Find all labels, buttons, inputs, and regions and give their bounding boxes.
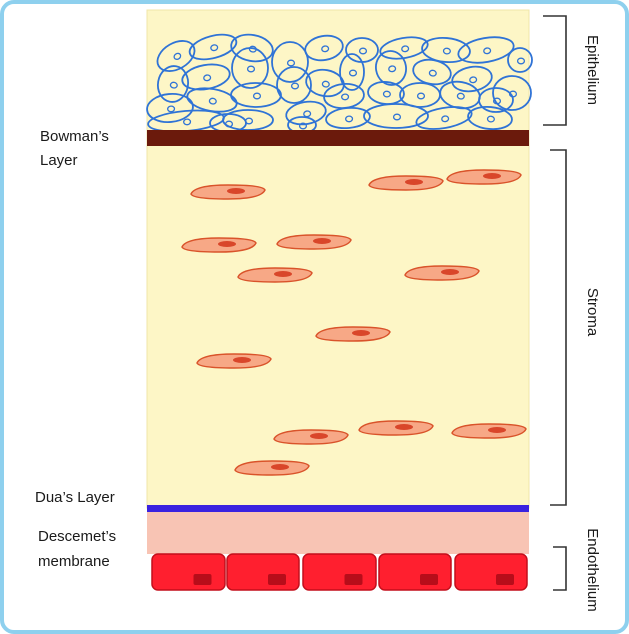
bowman-layer xyxy=(147,130,529,146)
keratocyte-cell xyxy=(190,184,266,200)
epithelial-cell xyxy=(276,66,312,104)
keratocyte-cell xyxy=(273,429,349,445)
epithelial-cell xyxy=(230,82,282,108)
epithelial-cell xyxy=(415,106,473,130)
epithelial-cell xyxy=(457,36,515,64)
label-descemet-line2: membrane xyxy=(38,553,110,570)
keratocyte-cell xyxy=(358,420,434,436)
epithelial-cell xyxy=(146,93,194,123)
endothelial-cell xyxy=(151,553,226,591)
epithelial-cell xyxy=(188,33,238,61)
label-descemet-line1: Descemet’s xyxy=(38,528,116,545)
bracket-stroma xyxy=(550,149,567,506)
endothelial-cell xyxy=(454,553,528,591)
keratocyte-cell xyxy=(446,169,522,185)
keratocyte-cell xyxy=(276,234,352,250)
keratocyte-cell xyxy=(234,460,310,476)
bracket-epithelium xyxy=(543,15,567,126)
keratocyte-cell xyxy=(451,423,527,439)
dua-layer xyxy=(147,505,529,512)
epithelial-cell xyxy=(421,36,471,64)
epithelial-cell xyxy=(339,53,365,91)
epithelial-cell xyxy=(375,50,407,86)
bracket-endothelium xyxy=(553,546,567,591)
epithelial-cell xyxy=(507,47,533,73)
epithelial-cell xyxy=(304,34,344,62)
endothelial-cell xyxy=(226,553,300,591)
endothelial-cell xyxy=(378,553,452,591)
epithelial-cell xyxy=(467,105,513,131)
endothelium-cells xyxy=(151,553,528,591)
label-stroma: Stroma xyxy=(584,288,601,337)
epithelial-cell xyxy=(379,36,429,60)
epithelial-cell xyxy=(271,41,309,83)
endothelial-cell xyxy=(302,553,377,591)
epithelial-cell xyxy=(285,100,327,126)
epithelial-cell xyxy=(231,47,269,89)
label-epithelium: Epithelium xyxy=(584,35,601,105)
label-dua-layer: Dua’s Layer xyxy=(35,489,115,506)
label-bowman-line1: Bowman’s xyxy=(40,128,109,145)
epithelium-cells xyxy=(146,33,533,134)
keratocyte-cell xyxy=(404,265,480,281)
keratocyte-cell xyxy=(315,326,391,342)
label-bowman-line2: Layer xyxy=(40,152,78,169)
keratocyte-cell xyxy=(196,353,272,369)
stroma-keratocytes xyxy=(181,169,527,476)
label-endothelium: Endothelium xyxy=(584,528,601,611)
epithelial-cell xyxy=(325,106,371,130)
descemet-membrane xyxy=(147,512,529,554)
epithelial-cell xyxy=(363,103,429,129)
epithelial-cell xyxy=(478,87,514,113)
keratocyte-cell xyxy=(237,267,313,283)
keratocyte-cell xyxy=(181,237,257,253)
keratocyte-cell xyxy=(368,175,444,191)
